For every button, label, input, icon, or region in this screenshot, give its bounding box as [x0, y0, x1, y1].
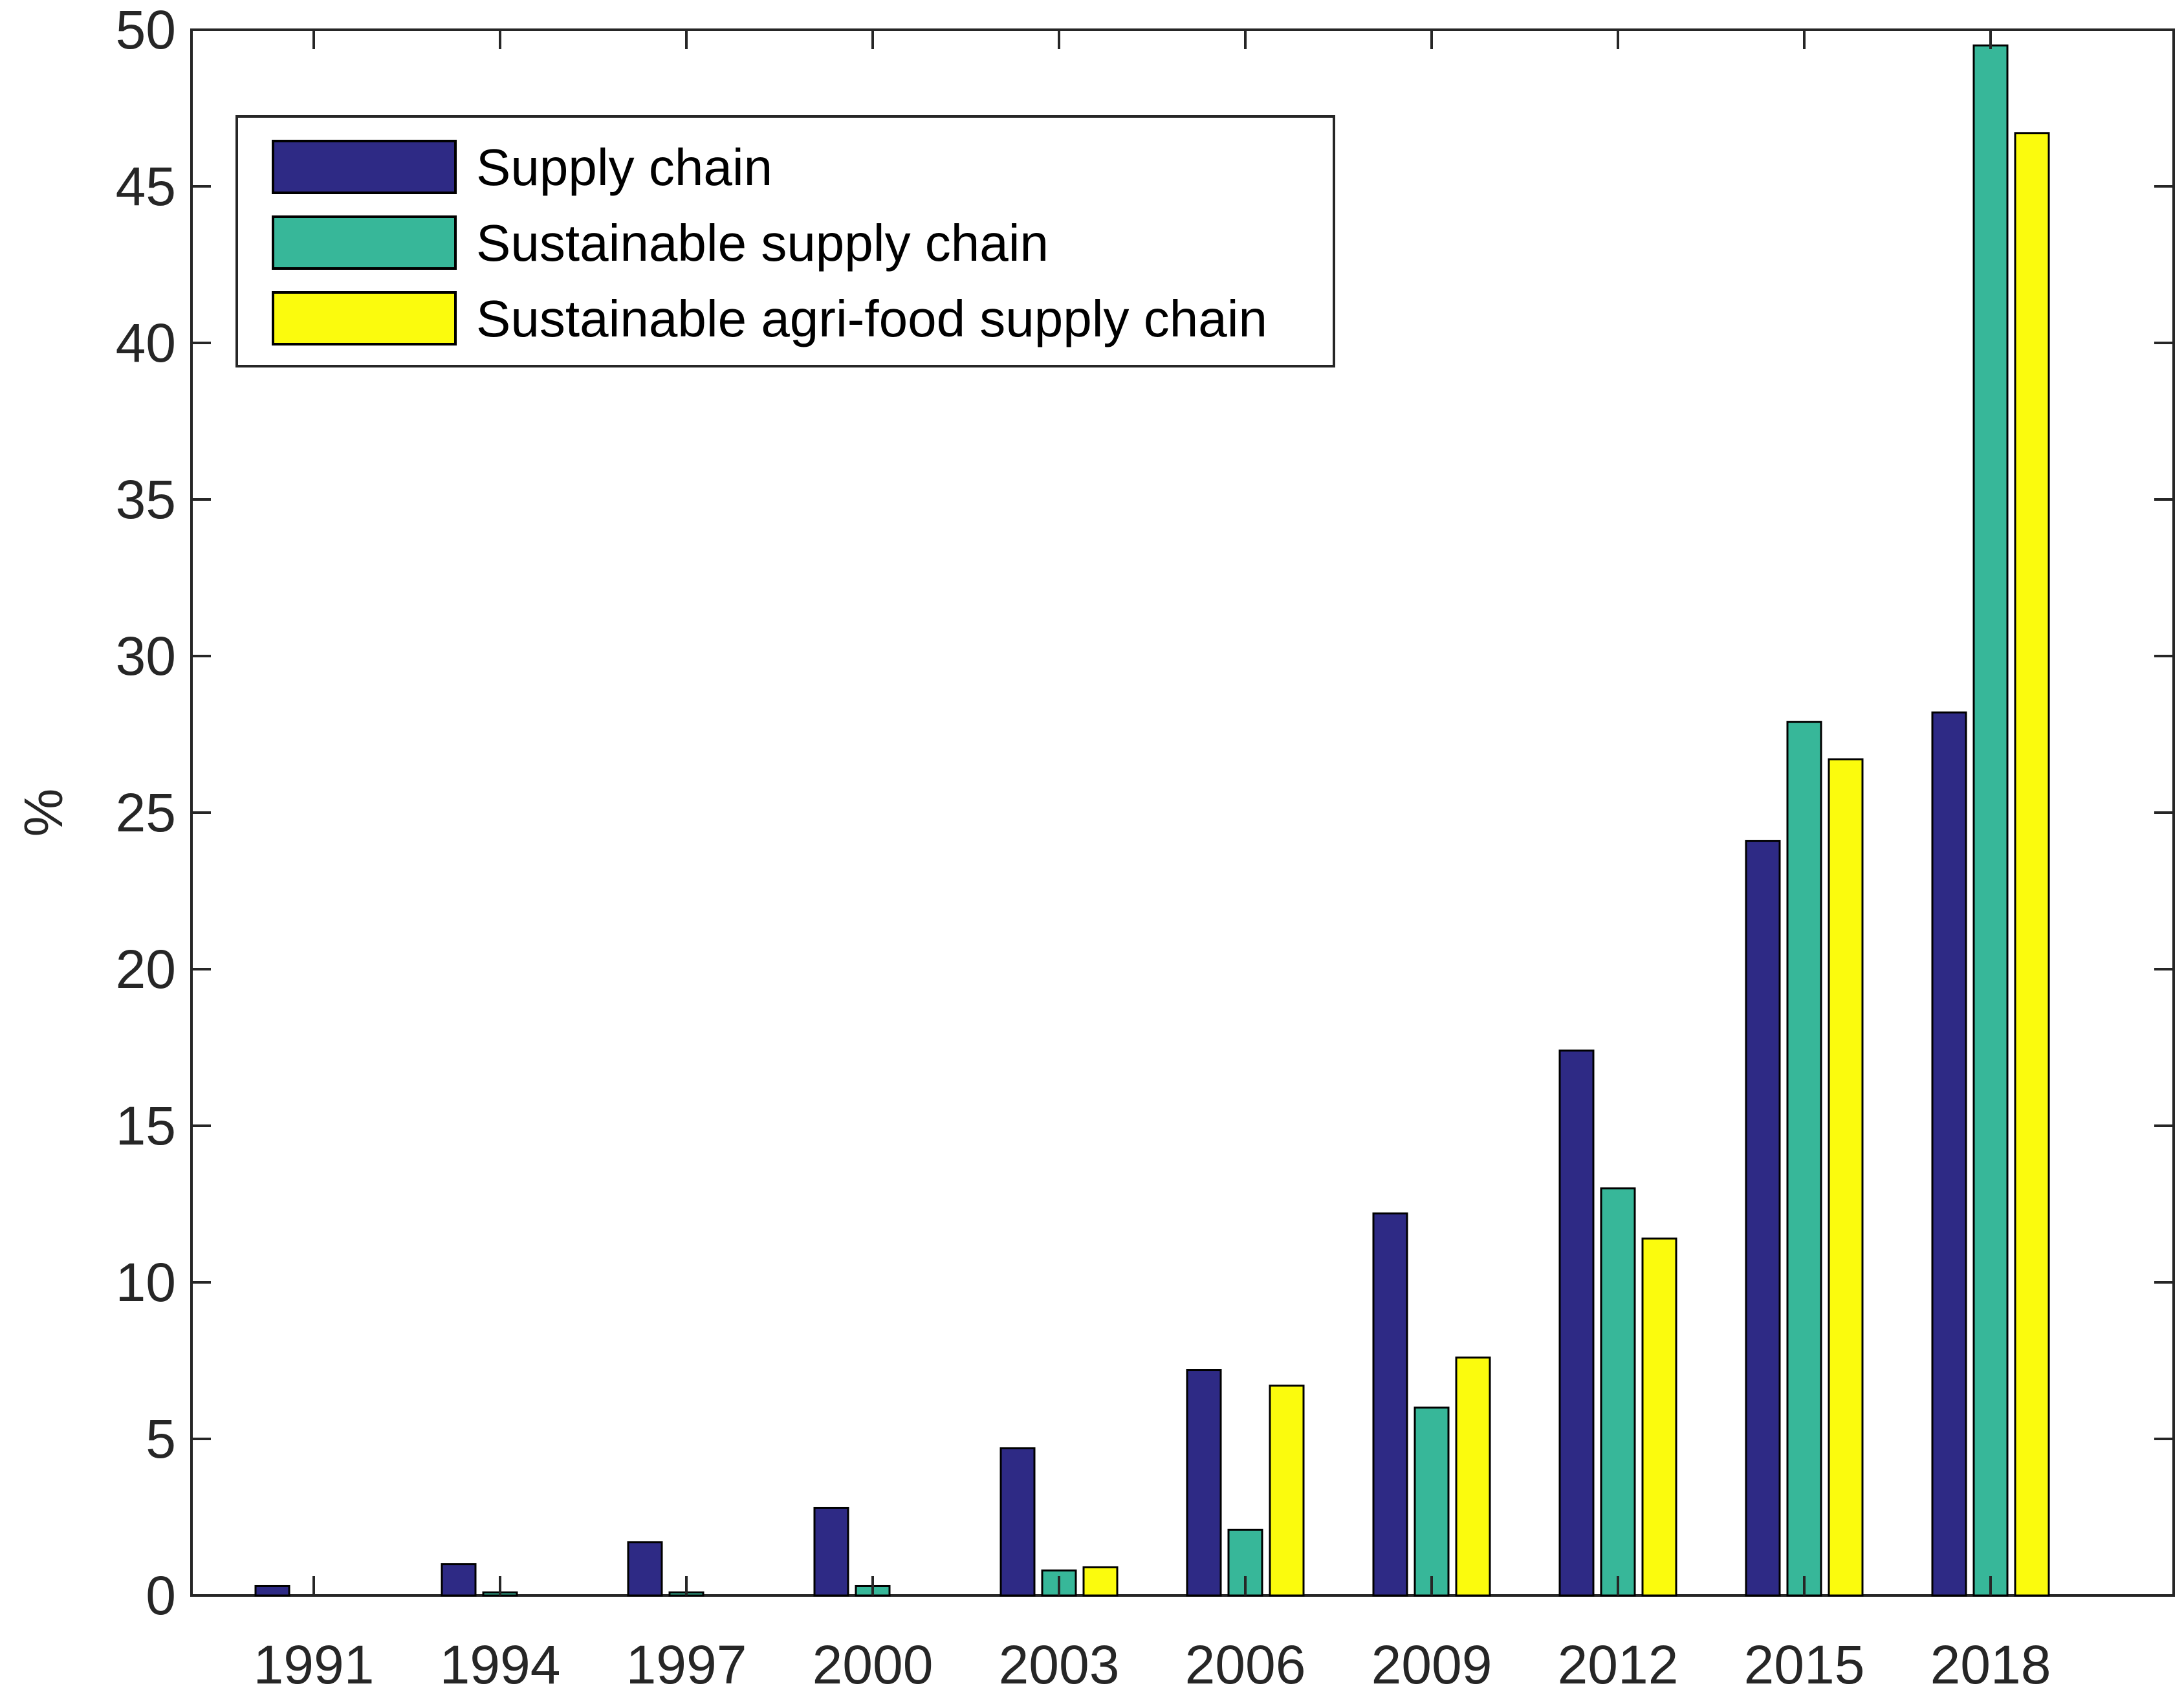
bar-2000-series-1 — [813, 1506, 849, 1597]
bar-2018-series-1 — [1931, 711, 1967, 1597]
bar-2012-series-1 — [1558, 1049, 1595, 1597]
x-tick-label: 2006 — [1185, 1634, 1306, 1688]
bar-2012-series-3 — [1641, 1237, 1677, 1597]
bar-2006-series-1 — [1186, 1369, 1222, 1597]
bar-2015-series-1 — [1745, 840, 1781, 1597]
y-tick-label: 30 — [116, 626, 176, 686]
x-tick-label: 1997 — [626, 1634, 747, 1688]
legend-label-3: Sustainable agri-food supply chain — [476, 290, 1267, 347]
x-tick-label: 2015 — [1744, 1634, 1865, 1688]
bar-2009-series-2 — [1414, 1407, 1450, 1597]
y-tick-label: 25 — [116, 782, 176, 843]
bar-1991-series-1 — [254, 1584, 290, 1597]
bar-1994-series-1 — [441, 1563, 477, 1597]
y-axis: 0 5 10 15 20 25 30 35 40 45 50 — [116, 0, 2174, 1626]
x-tick-label: 2018 — [1930, 1634, 2051, 1688]
x-tick-label: 2003 — [999, 1634, 1120, 1688]
x-tick-label: 1994 — [440, 1634, 561, 1688]
x-tick-label: 2009 — [1371, 1634, 1492, 1688]
bar-2006-series-3 — [1269, 1385, 1305, 1597]
bar-2003-series-1 — [999, 1447, 1036, 1597]
bar-2018-series-2 — [1972, 44, 2009, 1597]
bar-2015-series-3 — [1828, 758, 1864, 1597]
x-axis: 1991 1994 1997 2000 2003 2006 2009 2012 2015 2018 — [254, 30, 2051, 1688]
y-tick-label: 45 — [116, 156, 176, 217]
x-tick-label: 2000 — [813, 1634, 934, 1688]
y-tick-label: 20 — [116, 939, 176, 1000]
legend-swatch-3 — [272, 291, 457, 345]
bar-2012-series-2 — [1600, 1187, 1636, 1597]
y-tick-label: 35 — [116, 469, 176, 530]
bar-2018-series-3 — [2014, 132, 2050, 1597]
legend-label-1: Supply chain — [476, 138, 772, 196]
legend-label-2: Sustainable supply chain — [476, 214, 1049, 272]
bars-layer — [254, 44, 2050, 1597]
bar-2009-series-1 — [1372, 1212, 1408, 1597]
legend-swatch-1 — [272, 140, 457, 194]
bar-2003-series-3 — [1082, 1566, 1119, 1597]
bar-2009-series-3 — [1455, 1356, 1491, 1597]
bar-1997-series-1 — [627, 1541, 663, 1597]
y-tick-label: 50 — [116, 0, 176, 60]
y-axis-label: % — [13, 789, 74, 837]
y-tick-label: 10 — [116, 1252, 176, 1313]
legend: Supply chain Sustainable supply chain Sust… — [235, 115, 1335, 367]
y-tick-label: 40 — [116, 312, 176, 373]
bar-2015-series-2 — [1786, 721, 1822, 1597]
x-tick-label: 2012 — [1558, 1634, 1679, 1688]
y-tick-label: 0 — [146, 1565, 176, 1626]
legend-swatch-2 — [272, 215, 457, 270]
y-tick-label: 5 — [146, 1408, 176, 1469]
y-tick-label: 15 — [116, 1095, 176, 1156]
x-tick-label: 1991 — [254, 1634, 375, 1688]
